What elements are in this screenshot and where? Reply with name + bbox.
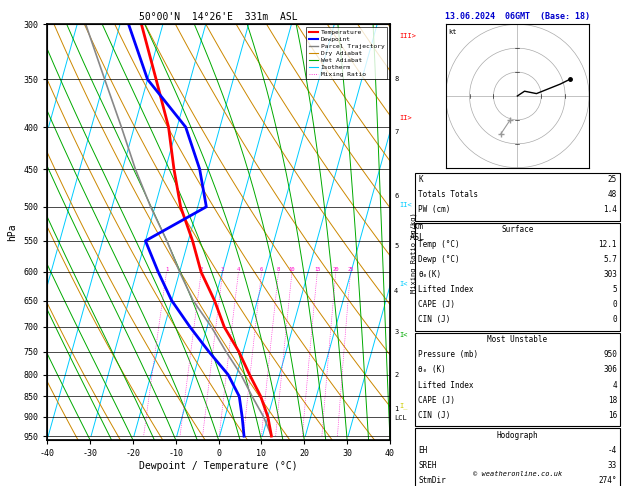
Text: 2: 2 [394, 372, 398, 378]
Text: CIN (J): CIN (J) [418, 315, 450, 325]
Text: 25: 25 [608, 175, 617, 184]
Text: II<: II< [399, 202, 412, 208]
Text: I_: I_ [399, 402, 408, 409]
Text: 3: 3 [394, 329, 398, 335]
Text: Totals Totals: Totals Totals [418, 190, 479, 199]
Text: 8: 8 [277, 267, 280, 272]
Text: 20: 20 [333, 267, 339, 272]
Text: 4: 4 [613, 381, 617, 390]
Text: kt: kt [448, 29, 457, 35]
Text: 4: 4 [237, 267, 240, 272]
Text: 3: 3 [221, 267, 225, 272]
Text: θₑ (K): θₑ (K) [418, 365, 446, 375]
Text: CAPE (J): CAPE (J) [418, 300, 455, 310]
Text: 1: 1 [394, 406, 398, 412]
Text: II>: II> [399, 115, 412, 121]
Text: 0: 0 [613, 300, 617, 310]
Text: K: K [418, 175, 423, 184]
Text: I<: I< [399, 331, 408, 338]
Text: 950: 950 [603, 350, 617, 360]
Text: EH: EH [418, 446, 428, 455]
Text: CIN (J): CIN (J) [418, 411, 450, 420]
Text: 18: 18 [608, 396, 617, 405]
Text: 8: 8 [394, 76, 398, 82]
Text: 6: 6 [394, 193, 398, 199]
Text: Temp (°C): Temp (°C) [418, 240, 460, 249]
Text: PW (cm): PW (cm) [418, 205, 450, 214]
Text: Surface: Surface [501, 225, 533, 234]
Text: StmDir: StmDir [418, 476, 446, 485]
Text: III>: III> [399, 33, 416, 39]
Text: 10: 10 [289, 267, 295, 272]
Text: θₑ(K): θₑ(K) [418, 270, 442, 279]
Title: 50°00'N  14°26'E  331m  ASL: 50°00'N 14°26'E 331m ASL [139, 12, 298, 22]
Text: -4: -4 [608, 446, 617, 455]
Text: LCL: LCL [394, 415, 407, 421]
Text: CAPE (J): CAPE (J) [418, 396, 455, 405]
Text: Lifted Index: Lifted Index [418, 285, 474, 295]
Text: Dewp (°C): Dewp (°C) [418, 255, 460, 264]
Text: 6: 6 [260, 267, 263, 272]
Text: Lifted Index: Lifted Index [418, 381, 474, 390]
Text: 33: 33 [608, 461, 617, 470]
Text: 16: 16 [608, 411, 617, 420]
Text: 1.4: 1.4 [603, 205, 617, 214]
Text: 274°: 274° [599, 476, 617, 485]
Text: 25: 25 [347, 267, 353, 272]
Text: 48: 48 [608, 190, 617, 199]
Text: 303: 303 [603, 270, 617, 279]
Legend: Temperature, Dewpoint, Parcel Trajectory, Dry Adiabat, Wet Adiabat, Isotherm, Mi: Temperature, Dewpoint, Parcel Trajectory… [306, 27, 387, 79]
Text: 12.1: 12.1 [599, 240, 617, 249]
Text: 1: 1 [165, 267, 168, 272]
Text: 5.7: 5.7 [603, 255, 617, 264]
Text: Mixing Ratio (g/kg): Mixing Ratio (g/kg) [411, 212, 417, 293]
Y-axis label: hPa: hPa [8, 223, 18, 241]
Text: 306: 306 [603, 365, 617, 375]
Text: 0: 0 [613, 315, 617, 325]
Text: 15: 15 [314, 267, 321, 272]
Text: © weatheronline.co.uk: © weatheronline.co.uk [473, 471, 562, 477]
Y-axis label: km
ASL: km ASL [410, 223, 425, 242]
Text: SREH: SREH [418, 461, 437, 470]
Text: 5: 5 [394, 243, 398, 249]
Text: 2: 2 [199, 267, 203, 272]
Text: Hodograph: Hodograph [496, 431, 538, 440]
Text: Pressure (mb): Pressure (mb) [418, 350, 479, 360]
Text: 5: 5 [613, 285, 617, 295]
Text: 7: 7 [394, 128, 398, 135]
Text: 13.06.2024  06GMT  (Base: 18): 13.06.2024 06GMT (Base: 18) [445, 12, 590, 21]
X-axis label: Dewpoint / Temperature (°C): Dewpoint / Temperature (°C) [139, 461, 298, 470]
Text: Most Unstable: Most Unstable [487, 335, 547, 345]
Text: 4: 4 [394, 288, 398, 294]
Text: I<: I< [399, 280, 408, 287]
